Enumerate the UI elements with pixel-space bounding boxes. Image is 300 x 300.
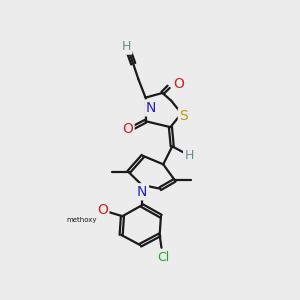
Text: N: N	[146, 101, 156, 115]
Text: S: S	[179, 109, 188, 123]
Text: H: H	[122, 40, 131, 53]
Text: N: N	[137, 185, 147, 199]
Text: Cl: Cl	[158, 251, 169, 264]
Text: O: O	[173, 77, 184, 91]
Text: O: O	[122, 122, 133, 136]
Text: H: H	[184, 149, 194, 162]
Text: methoxy: methoxy	[66, 217, 97, 223]
Text: O: O	[97, 203, 108, 217]
